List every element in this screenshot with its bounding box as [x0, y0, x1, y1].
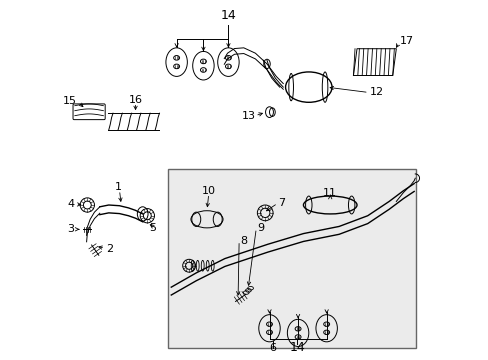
- Text: 2: 2: [106, 244, 113, 253]
- Text: 15: 15: [62, 96, 76, 106]
- Text: 17: 17: [399, 36, 413, 46]
- Text: 9: 9: [257, 223, 264, 233]
- Text: 12: 12: [369, 87, 383, 98]
- Text: 7: 7: [278, 198, 285, 208]
- Text: 3: 3: [66, 224, 74, 234]
- Text: 5: 5: [149, 223, 156, 233]
- Bar: [167, 169, 415, 348]
- Text: 14: 14: [289, 341, 305, 354]
- Text: 10: 10: [202, 186, 215, 196]
- Text: 11: 11: [323, 188, 337, 198]
- Text: 16: 16: [128, 95, 142, 105]
- Text: 14: 14: [220, 9, 236, 22]
- Text: 13: 13: [242, 111, 255, 121]
- Text: 8: 8: [240, 236, 246, 246]
- Text: 6: 6: [269, 343, 276, 353]
- Text: 4: 4: [67, 199, 75, 209]
- Text: 1: 1: [115, 182, 122, 192]
